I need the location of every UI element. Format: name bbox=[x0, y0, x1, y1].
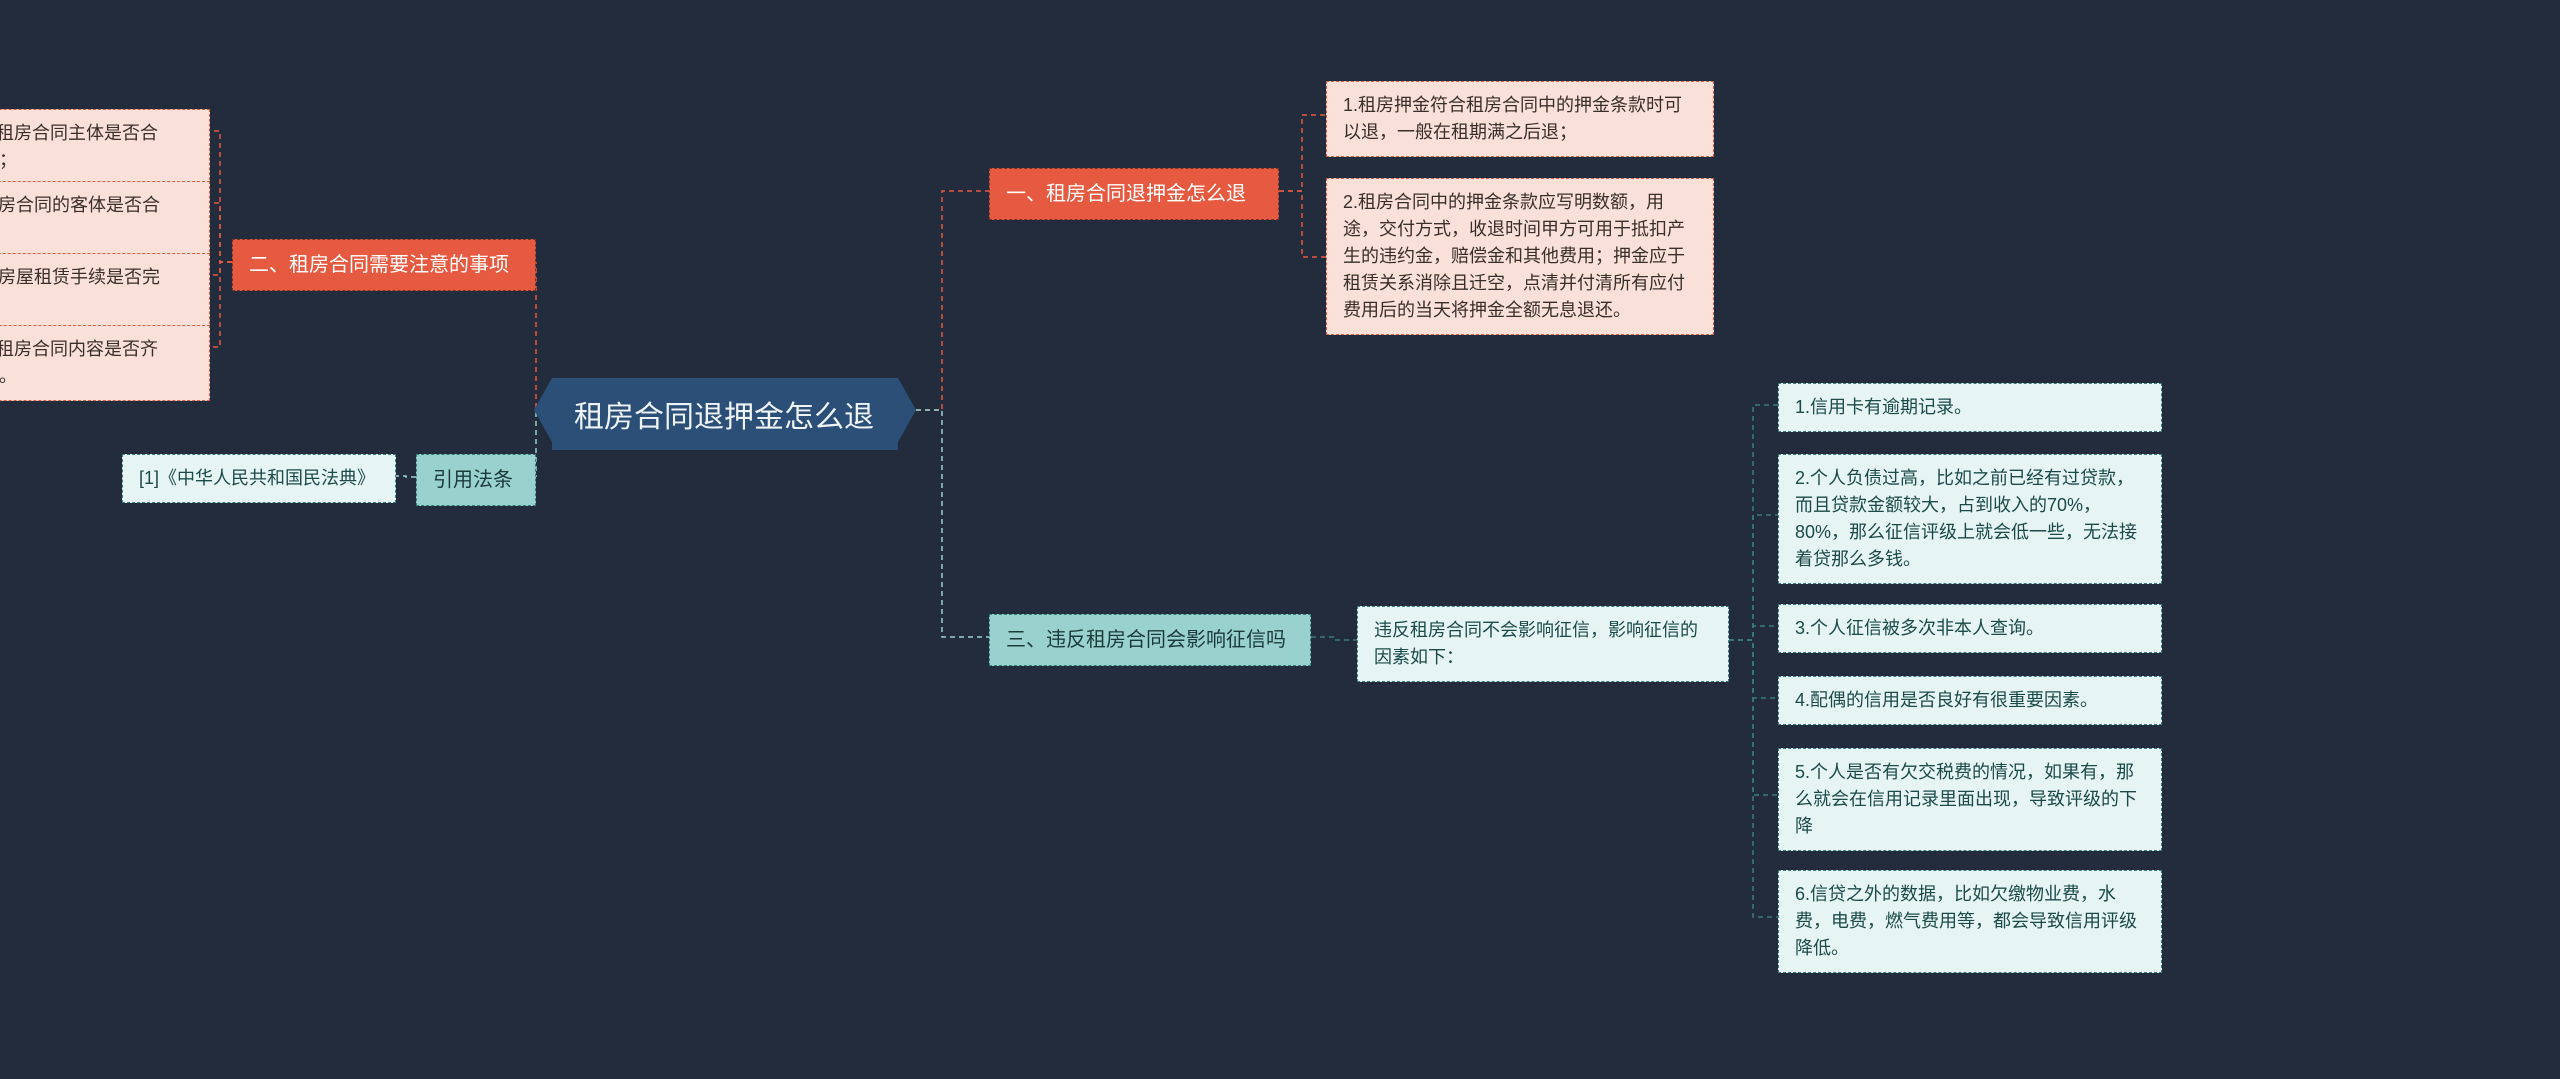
branch-2[interactable]: 二、租房合同需要注意的事项 bbox=[232, 239, 536, 291]
branch-3-item-3[interactable]: 3.个人征信被多次非本人查询。 bbox=[1778, 604, 2162, 653]
branch-2-item-1[interactable]: 1.租房合同主体是否合格； bbox=[0, 109, 210, 185]
branch-1-item-2[interactable]: 2.租房合同中的押金条款应写明数额，用途，交付方式，收退时间甲方可用于抵扣产生的… bbox=[1326, 178, 1714, 335]
connector-layer bbox=[0, 0, 2560, 1079]
branch-4-item-1[interactable]: [1]《中华人民共和国民法典》 bbox=[122, 454, 396, 503]
root-node[interactable]: 租房合同退押金怎么退 bbox=[552, 378, 898, 450]
branch-3-item-6[interactable]: 6.信贷之外的数据，比如欠缴物业费，水费，电费，燃气费用等，都会导致信用评级降低… bbox=[1778, 870, 2162, 973]
branch-3-mid[interactable]: 违反租房合同不会影响征信，影响征信的因素如下： bbox=[1357, 606, 1729, 682]
branch-3-item-1[interactable]: 1.信用卡有逾期记录。 bbox=[1778, 383, 2162, 432]
branch-3-item-2[interactable]: 2.个人负债过高，比如之前已经有过贷款，而且贷款金额较大，占到收入的70%，80… bbox=[1778, 454, 2162, 584]
branch-2-item-4[interactable]: 4.租房合同内容是否齐全。 bbox=[0, 325, 210, 401]
branch-2-item-2[interactable]: 2.租房合同的客体是否合格； bbox=[0, 181, 210, 257]
branch-1[interactable]: 一、租房合同退押金怎么退 bbox=[989, 168, 1279, 220]
branch-3[interactable]: 三、违反租房合同会影响征信吗 bbox=[989, 614, 1311, 666]
branch-1-item-1[interactable]: 1.租房押金符合租房合同中的押金条款时可以退，一般在租期满之后退； bbox=[1326, 81, 1714, 157]
branch-3-item-4[interactable]: 4.配偶的信用是否良好有很重要因素。 bbox=[1778, 676, 2162, 725]
branch-4[interactable]: 引用法条 bbox=[416, 454, 536, 506]
branch-3-item-5[interactable]: 5.个人是否有欠交税费的情况，如果有，那么就会在信用记录里面出现，导致评级的下降 bbox=[1778, 748, 2162, 851]
branch-2-item-3[interactable]: 3.租房屋租赁手续是否完备； bbox=[0, 253, 210, 329]
